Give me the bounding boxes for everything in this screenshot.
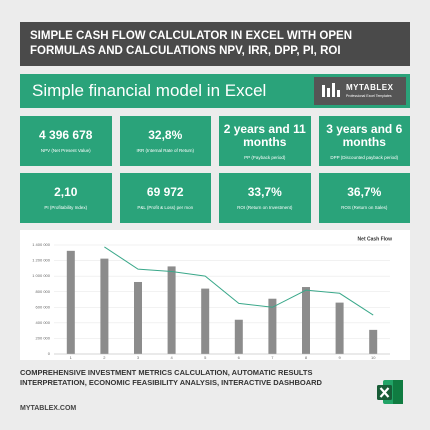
bar: [100, 258, 109, 354]
banner: Simple financial model in Excel MYTABLEX…: [20, 74, 410, 108]
banner-title: Simple financial model in Excel: [32, 81, 267, 100]
bar: [167, 266, 176, 354]
card-value: 33,7%: [247, 185, 282, 199]
card-label: NPV (Net Present Value): [40, 148, 91, 153]
x-tick-label: 5: [204, 355, 207, 360]
card-value: 32,8%: [148, 128, 183, 142]
bar: [201, 288, 210, 354]
card-value: 3 years and 6 months: [326, 121, 403, 149]
card-value: 2 years and 11 months: [223, 121, 306, 149]
card-label: PP (Payback period): [244, 154, 286, 160]
bar: [369, 329, 378, 354]
x-tick-label: 3: [137, 355, 140, 360]
kpi-card: 4 396 678 NPV (Net Present Value): [20, 116, 112, 166]
chart: Net Cash Flow 0 200 000 400 000 600 000 800 …: [20, 230, 410, 360]
footer-text: COMPREHENSIVE INVESTMENT METRICS CALCULA…: [20, 368, 322, 387]
logo-name: MYTABLEX: [346, 83, 394, 92]
bar: [234, 319, 243, 354]
kpi-card: 33,7% ROI (Return on Investment): [219, 173, 311, 223]
kpi-card: 36,7% ROS (Return on Sales): [318, 173, 410, 223]
kpi-card: 3 years and 6 months DPP (Discounted payb…: [318, 116, 410, 166]
x-tick-label: 6: [238, 355, 241, 360]
chart-title: Net Cash Flow: [358, 236, 393, 242]
header-title: SIMPLE CASH FLOW CALCULATOR IN EXCEL WIT…: [30, 30, 352, 57]
x-tick-label: 2: [103, 355, 106, 360]
line: [104, 246, 374, 316]
bar: [302, 287, 310, 354]
card-value: 69 972: [146, 185, 184, 199]
y-tick-label: 1 200 000: [32, 258, 51, 263]
card-value: 2,10: [54, 185, 78, 199]
y-tick-label: 600 000: [36, 304, 51, 309]
logo: MYTABLEX Professional Excel Templates: [314, 77, 406, 105]
bar: [66, 250, 75, 354]
bar: [268, 298, 277, 354]
kpi-card: 69 972 P&L (Profit & Loss) per mon: [119, 173, 211, 223]
x-tick-label: 10: [371, 355, 376, 360]
y-tick-label: 1 400 000: [32, 242, 51, 247]
logo-sub: Professional Excel Templates: [346, 94, 392, 98]
cards: 4 396 678 NPV (Net Present Value) 32,8% IRR…: [20, 116, 410, 223]
kpi-card: 2,10 PI (Profitability Index): [20, 173, 112, 223]
x-tick-label: 1: [70, 355, 73, 360]
card-label: IRR (Internal Rate of Return): [136, 148, 195, 153]
card-value: 36,7%: [347, 185, 382, 199]
y-tick-label: 0: [48, 351, 51, 356]
y-tick-label: 1 000 000: [32, 273, 51, 278]
x-tick-label: 9: [338, 355, 341, 360]
site: MYTABLEX.COM: [20, 405, 77, 412]
kpi-card: 32,8% IRR (Internal Rate of Return): [119, 116, 211, 166]
card-value: 4 396 678: [39, 128, 93, 142]
header: SIMPLE CASH FLOW CALCULATOR IN EXCEL WIT…: [20, 22, 410, 66]
bar: [134, 281, 142, 354]
card-label: ROS (Return on Sales): [341, 205, 388, 210]
excel-icon: [377, 380, 403, 404]
x-tick-label: 8: [305, 355, 308, 360]
y-tick-label: 400 000: [36, 320, 51, 325]
card-label: DPP (Discounted payback period): [330, 154, 399, 160]
card-label: ROI (Return on Investment): [237, 205, 293, 210]
logo-icon: [322, 83, 340, 97]
card-label: P&L (Profit & Loss) per mon: [137, 205, 194, 210]
bar: [335, 302, 344, 354]
x-tick-label: 4: [170, 355, 173, 360]
y-tick-label: 800 000: [36, 289, 51, 294]
card-label: PI (Profitability Index): [44, 205, 88, 210]
x-tick-label: 7: [271, 355, 274, 360]
y-tick-label: 200 000: [36, 335, 51, 340]
kpi-card: 2 years and 11 months PP (Payback period): [219, 116, 311, 166]
